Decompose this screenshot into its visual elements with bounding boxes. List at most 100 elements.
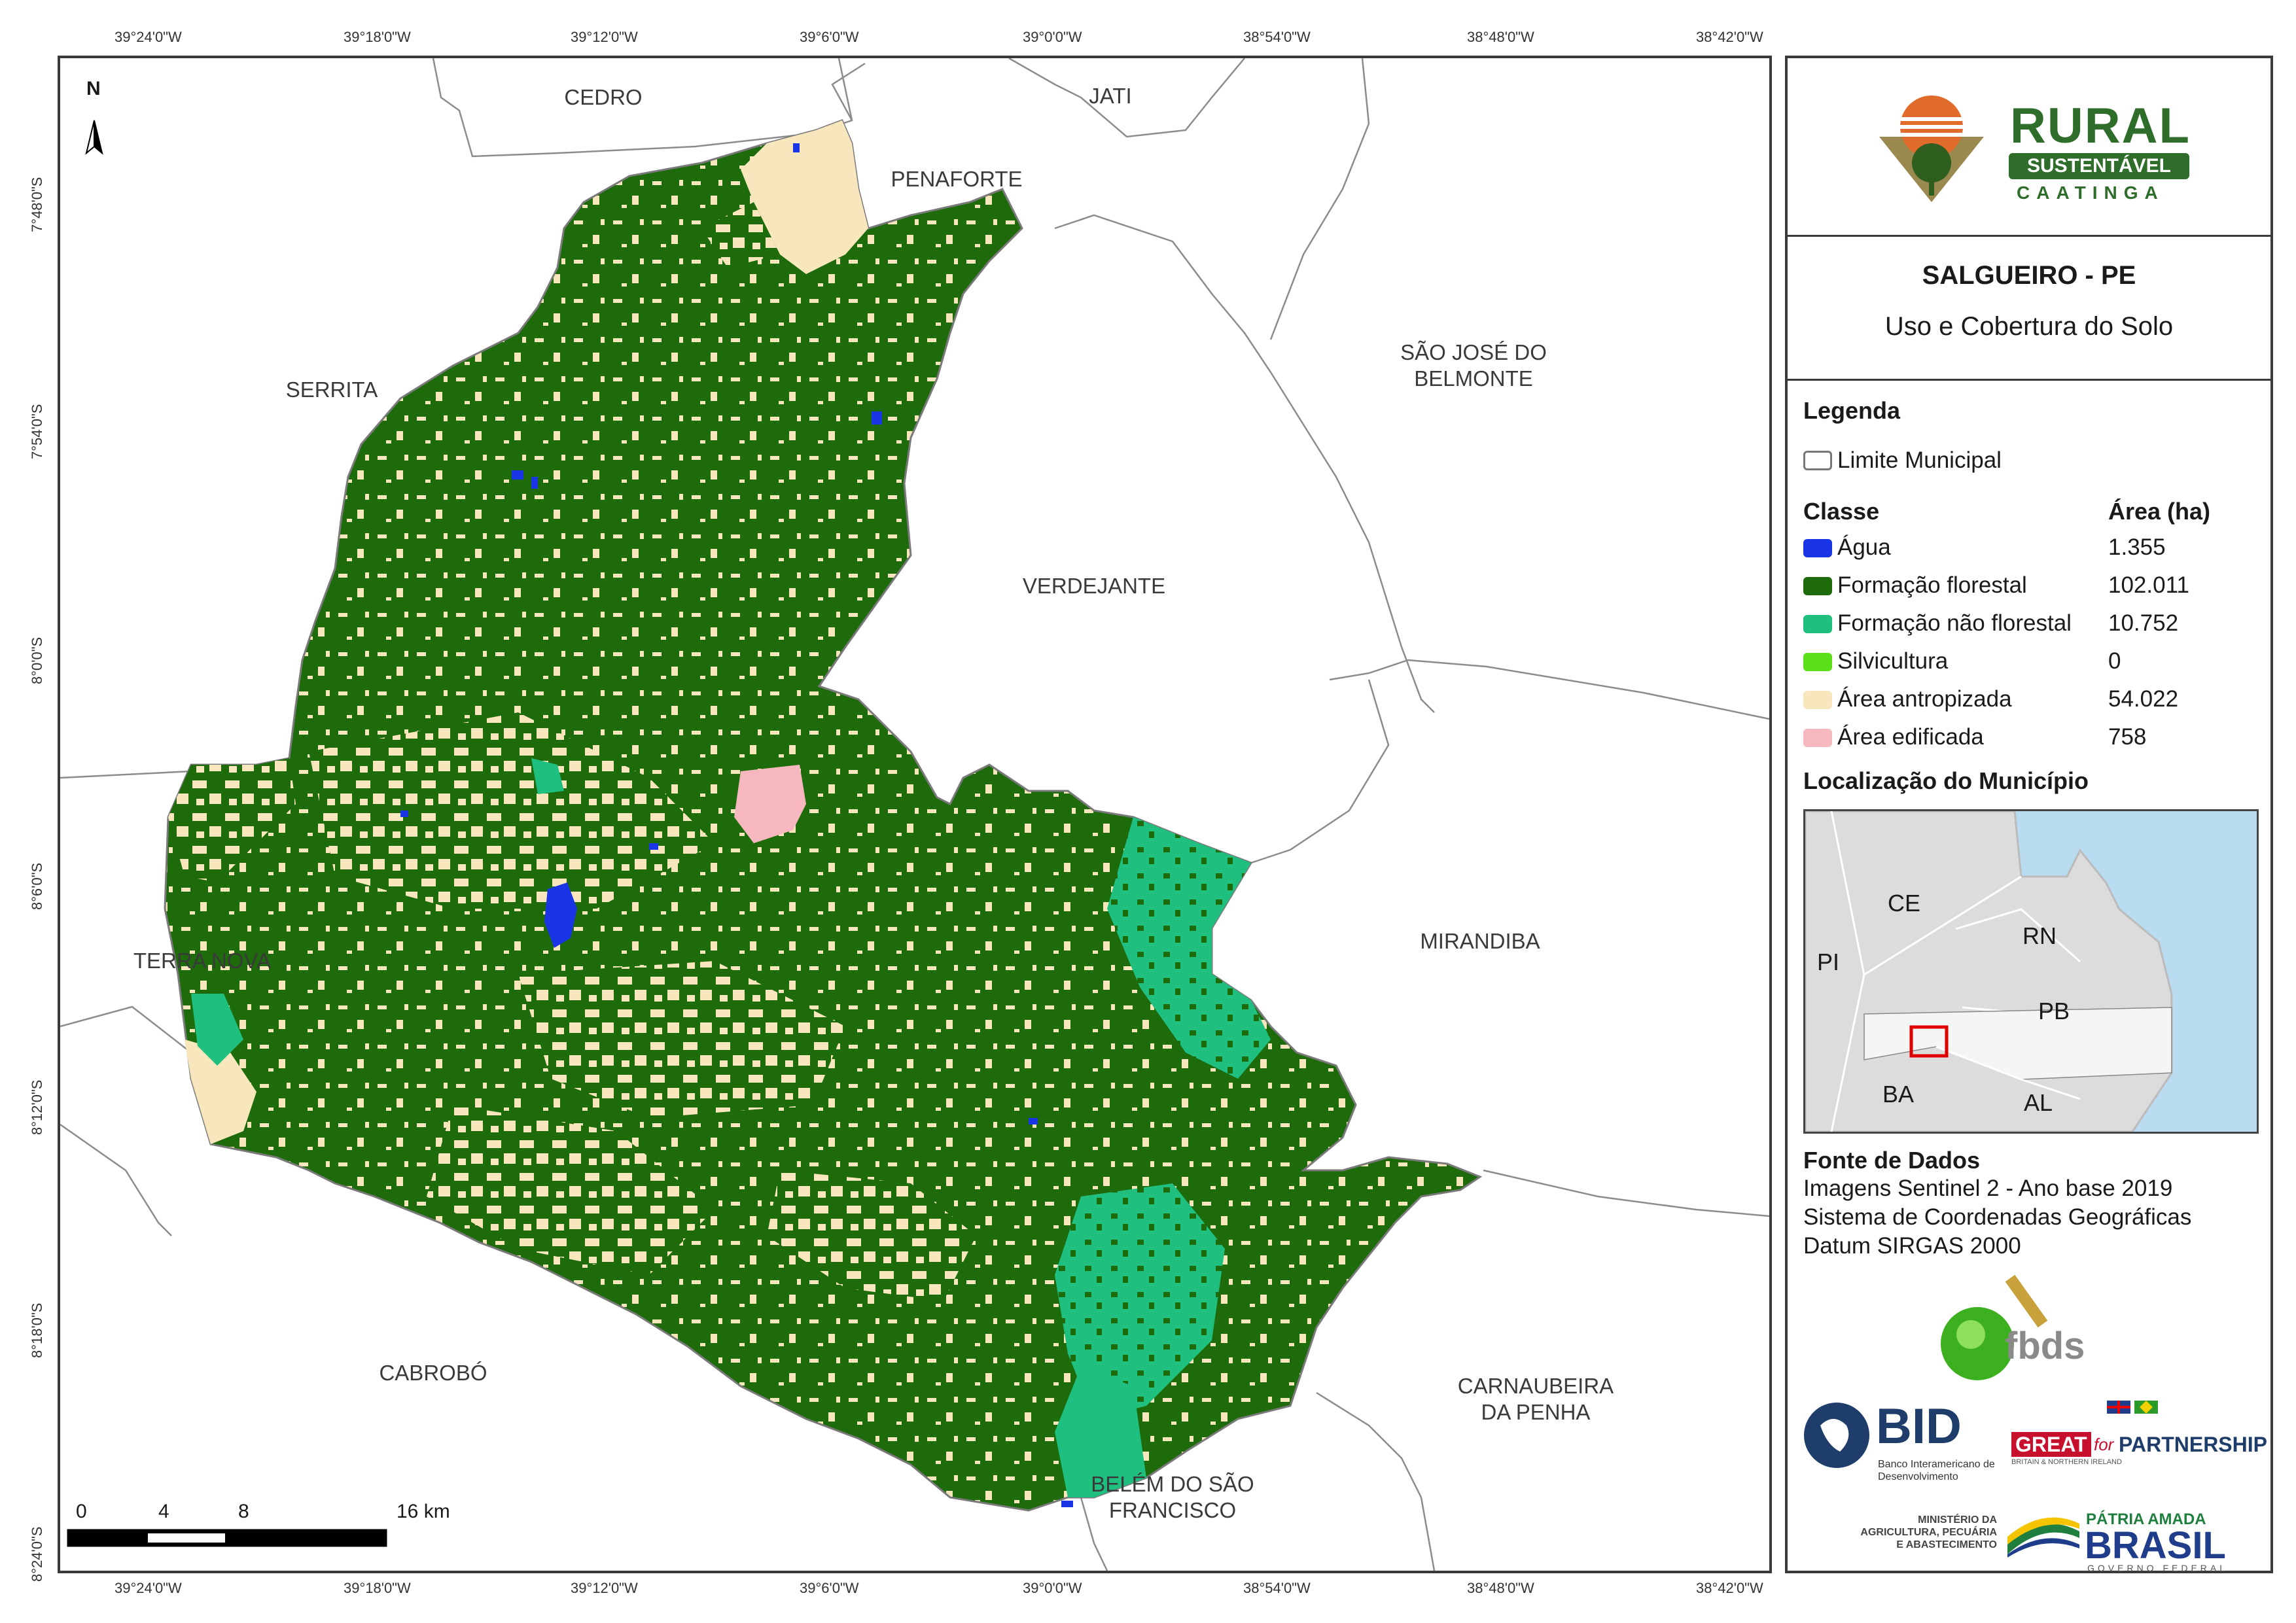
label-agua: Água bbox=[1837, 534, 1891, 560]
place-carnaubeira: CARNAUBEIRA DA PENHA bbox=[1457, 1374, 1614, 1424]
logo-caatinga: CAATINGA bbox=[2017, 183, 2164, 203]
map-canvas[interactable] bbox=[60, 58, 1769, 1571]
area-agua: 1.355 bbox=[2108, 534, 2166, 560]
side-panel: RURAL SUSTENTÁVEL CAATINGA SALGUEIRO - P… bbox=[1785, 56, 2273, 1573]
non-forest-zone bbox=[1107, 817, 1271, 1079]
area-silvicultura: 0 bbox=[2108, 648, 2121, 674]
scale-label-0: 0 bbox=[76, 1501, 87, 1522]
great-partnership: PARTNERSHIP bbox=[2119, 1433, 2267, 1456]
fbds-logo-icon bbox=[1941, 1274, 2048, 1380]
area-formacao-florestal: 102.011 bbox=[2108, 572, 2189, 598]
inset-label-ba: BA bbox=[1882, 1081, 1915, 1108]
swatch-formacao-nao-florestal bbox=[1803, 615, 1832, 633]
source-line-1: Imagens Sentinel 2 - Ano base 2019 bbox=[1803, 1176, 2173, 1201]
place-serrita: SERRITA bbox=[285, 377, 378, 402]
coord-top-7: 38°48'0"W bbox=[1467, 29, 1534, 45]
coord-top-1: 39°24'0"W bbox=[115, 29, 182, 45]
scale-bar bbox=[67, 1529, 387, 1547]
label-silvicultura: Silvicultura bbox=[1837, 648, 1949, 674]
coord-left-4: 8°6'0"S bbox=[29, 862, 45, 910]
coord-left-3: 8°0'0"S bbox=[29, 637, 45, 684]
great-for: for bbox=[2094, 1435, 2114, 1454]
bid-label: BID bbox=[1876, 1399, 1962, 1454]
place-penaforte: PENAFORTE bbox=[891, 167, 1023, 191]
coord-left-6: 8°18'0"S bbox=[29, 1302, 45, 1358]
swatch-silvicultura bbox=[1803, 653, 1832, 671]
inset-label-pi: PI bbox=[1817, 949, 1840, 975]
map-frame[interactable]: N CEDRO JATI PENAFORTE SERRITA SÃO JOSÉ … bbox=[58, 56, 1772, 1573]
location-inset-map[interactable]: CE RN PI PB BA AL bbox=[1803, 809, 2259, 1134]
coord-left-2: 7°54'0"S bbox=[29, 404, 45, 459]
coord-left-1: 7°48'0"S bbox=[29, 177, 45, 232]
coord-left-7: 8°24'0"S bbox=[29, 1526, 45, 1582]
coord-bottom-6: 38°54'0"W bbox=[1243, 1580, 1311, 1596]
scale-label-4: 4 bbox=[158, 1501, 169, 1522]
municipality-land-cover bbox=[164, 119, 1483, 1512]
bid-globe-icon bbox=[1804, 1403, 1869, 1468]
north-label: N bbox=[86, 78, 101, 99]
legend-area-header: Área (ha) bbox=[2108, 498, 2211, 525]
place-jati: JATI bbox=[1089, 84, 1132, 108]
coord-bottom-3: 39°12'0"W bbox=[571, 1580, 638, 1596]
north-arrow-icon bbox=[85, 120, 103, 155]
coord-top-3: 39°12'0"W bbox=[571, 29, 638, 45]
governo-label: GOVERNO FEDERAL bbox=[2087, 1563, 2229, 1573]
logo-sustentavel: SUSTENTÁVEL bbox=[2009, 153, 2189, 179]
label-formacao-nao-florestal: Formação não florestal bbox=[1837, 610, 2072, 636]
source-line-2: Sistema de Coordenadas Geográficas bbox=[1803, 1204, 2192, 1230]
legend-class-header: Classe bbox=[1803, 498, 1880, 525]
place-terra-nova: TERRA NOVA bbox=[133, 949, 272, 973]
coord-bottom-7: 38°48'0"W bbox=[1467, 1580, 1534, 1596]
brasil-flag-icon bbox=[2007, 1517, 2079, 1558]
reservoir bbox=[544, 882, 577, 948]
scale-label-8: 8 bbox=[238, 1501, 249, 1522]
place-sao-jose: SÃO JOSÉ DO BELMONTE bbox=[1400, 340, 1547, 391]
coord-left-5: 8°12'0"S bbox=[29, 1079, 45, 1135]
swatch-area-antropizada bbox=[1803, 691, 1832, 709]
scale-label-16: 16 km bbox=[397, 1501, 450, 1522]
swatch-agua bbox=[1803, 539, 1832, 557]
area-formacao-nao-florestal: 10.752 bbox=[2108, 610, 2179, 636]
place-belem: BELÉM DO SÃO FRANCISCO bbox=[1091, 1472, 1254, 1522]
bid-subtitle: Banco Interamericano de Desenvolvimento bbox=[1878, 1459, 1995, 1482]
inset-label-pb: PB bbox=[2038, 998, 2070, 1024]
flags-icon bbox=[2107, 1401, 2159, 1414]
brasil-label: BRASIL bbox=[2085, 1524, 2226, 1567]
coord-bottom-1: 39°24'0"W bbox=[115, 1580, 182, 1596]
place-cabrobo: CABROBÓ bbox=[379, 1361, 487, 1385]
urban-area bbox=[734, 765, 806, 843]
coord-top-4: 39°6'0"W bbox=[800, 29, 859, 45]
legend-heading: Legenda bbox=[1803, 397, 1901, 424]
coord-bottom-5: 39°0'0"W bbox=[1023, 1580, 1082, 1596]
coord-bottom-4: 39°6'0"W bbox=[800, 1580, 859, 1596]
source-line-3: Datum SIRGAS 2000 bbox=[1803, 1233, 2021, 1259]
area-area-antropizada: 54.022 bbox=[2108, 686, 2179, 712]
legend-limit-swatch bbox=[1803, 451, 1832, 470]
rural-logo-icon bbox=[1879, 96, 1984, 202]
label-formacao-florestal: Formação florestal bbox=[1837, 572, 2027, 598]
map-title: SALGUEIRO - PE bbox=[1922, 261, 2136, 290]
swatch-formacao-florestal bbox=[1803, 577, 1832, 595]
label-area-edificada: Área edificada bbox=[1837, 724, 1984, 750]
coord-top-6: 38°54'0"W bbox=[1243, 29, 1311, 45]
inset-label-al: AL bbox=[2024, 1089, 2053, 1116]
place-verdejante: VERDEJANTE bbox=[1022, 574, 1166, 598]
logo-section: RURAL SUSTENTÁVEL CAATINGA bbox=[1788, 58, 2270, 235]
swatch-area-edificada bbox=[1803, 729, 1832, 747]
coord-top-5: 39°0'0"W bbox=[1023, 29, 1082, 45]
coord-top-2: 39°18'0"W bbox=[344, 29, 411, 45]
great-subtitle: BRITAIN & NORTHERN IRELAND bbox=[2011, 1458, 2122, 1466]
map-subtitle: Uso e Cobertura do Solo bbox=[1884, 312, 2174, 341]
label-area-antropizada: Área antropizada bbox=[1837, 686, 2012, 712]
place-cedro: CEDRO bbox=[564, 85, 643, 109]
coord-top-8: 38°42'0"W bbox=[1696, 29, 1763, 45]
inset-label-ce: CE bbox=[1888, 890, 1921, 916]
area-area-edificada: 758 bbox=[2108, 724, 2147, 750]
location-heading: Localização do Município bbox=[1803, 767, 2089, 794]
logo-rural: RURAL bbox=[2010, 98, 2191, 154]
source-heading: Fonte de Dados bbox=[1803, 1147, 1981, 1174]
patria-label: PÁTRIA AMADA bbox=[2086, 1510, 2206, 1528]
place-mirandiba: MIRANDIBA bbox=[1420, 929, 1540, 953]
inset-label-rn: RN bbox=[2022, 922, 2057, 949]
coord-bottom-2: 39°18'0"W bbox=[344, 1580, 411, 1596]
